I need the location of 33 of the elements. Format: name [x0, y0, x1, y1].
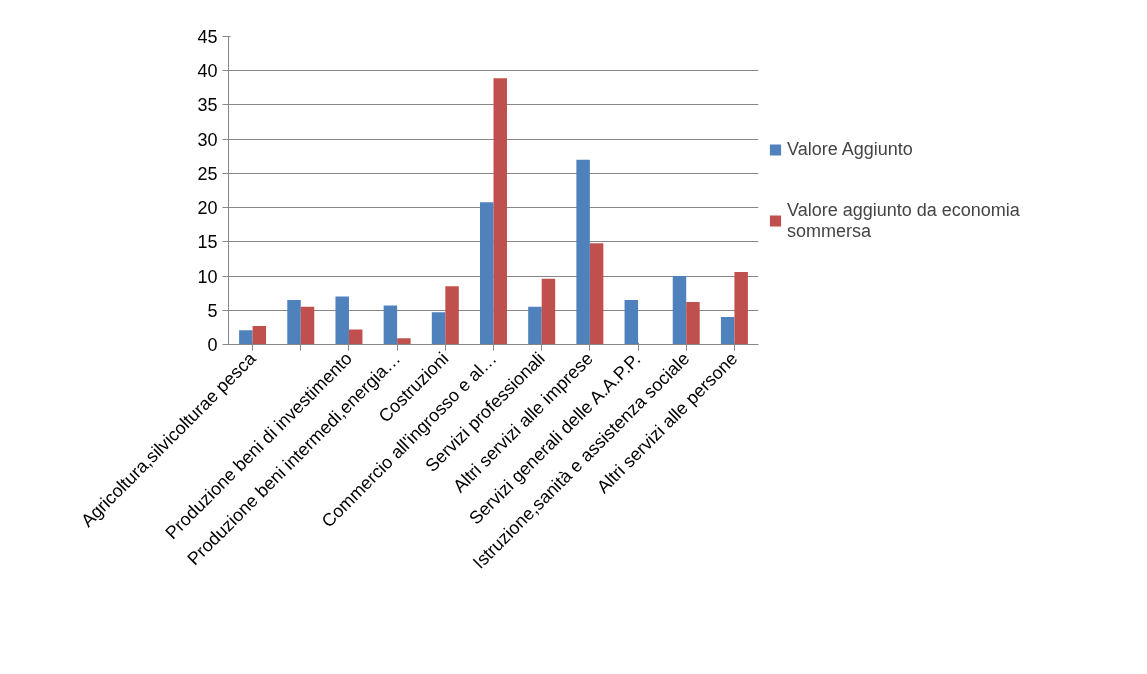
y-tick-label: 20	[197, 198, 218, 219]
bar	[576, 159, 590, 345]
y-tick-label: 15	[197, 232, 218, 253]
bar	[383, 305, 398, 345]
bar	[589, 243, 604, 345]
bar	[335, 296, 349, 345]
y-tick-label: 25	[197, 163, 218, 184]
y-tick-label: 10	[197, 266, 218, 287]
y-tick-label: 0	[207, 335, 218, 355]
bar	[493, 78, 507, 345]
legend-label: Valore Aggiunto	[787, 138, 913, 160]
y-tick-label: 35	[197, 95, 218, 116]
bar	[720, 317, 735, 345]
bar	[624, 300, 639, 345]
y-tick-label: 30	[197, 129, 218, 150]
bar	[300, 306, 315, 345]
bar	[287, 300, 301, 345]
bar	[480, 202, 494, 345]
legend-label: Valore aggiunto da economia sommersa	[787, 199, 1020, 242]
bar	[252, 326, 267, 345]
bar	[734, 271, 748, 345]
bar	[541, 278, 556, 345]
bar	[672, 276, 687, 345]
bar	[445, 286, 459, 345]
y-tick-label: 40	[197, 61, 218, 82]
y-tick-label: 5	[207, 300, 218, 321]
bar	[348, 329, 363, 345]
bar	[239, 330, 253, 345]
bar	[528, 306, 542, 345]
y-tick-label: 45	[197, 27, 218, 47]
bar	[431, 312, 446, 345]
bar	[686, 302, 700, 345]
bar	[397, 338, 411, 345]
